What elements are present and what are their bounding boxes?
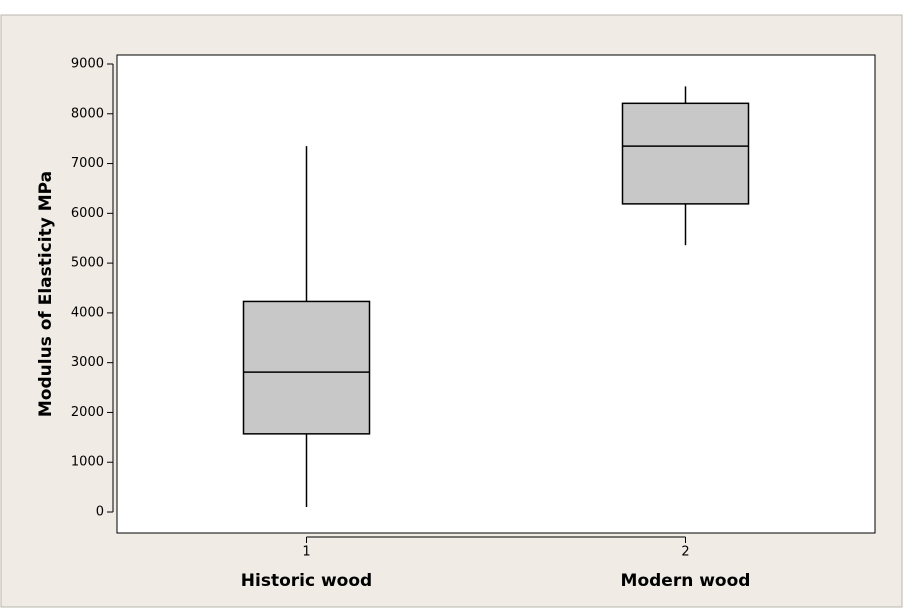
box xyxy=(621,102,750,205)
x-tick-label: 1 xyxy=(302,545,310,560)
y-tick-label: 0 xyxy=(96,505,104,520)
y-tick-label: 8000 xyxy=(71,106,104,121)
y-tick-label: 3000 xyxy=(71,355,104,370)
y-tick-label: 5000 xyxy=(71,256,104,271)
box xyxy=(242,300,371,435)
y-tick-label: 2000 xyxy=(71,405,104,420)
y-axis-label: Modulus of Elasticity MPa xyxy=(36,171,56,417)
y-tick-label: 7000 xyxy=(71,156,104,171)
y-tick-label: 4000 xyxy=(71,305,104,320)
y-tick-label: 9000 xyxy=(71,57,104,72)
y-tick-label: 1000 xyxy=(71,455,104,470)
x-tick-label: 2 xyxy=(681,545,689,560)
plot-area xyxy=(116,54,876,534)
category-label: Modern wood xyxy=(621,571,751,591)
y-tick-label: 6000 xyxy=(71,206,104,221)
category-label: Historic wood xyxy=(241,571,372,591)
